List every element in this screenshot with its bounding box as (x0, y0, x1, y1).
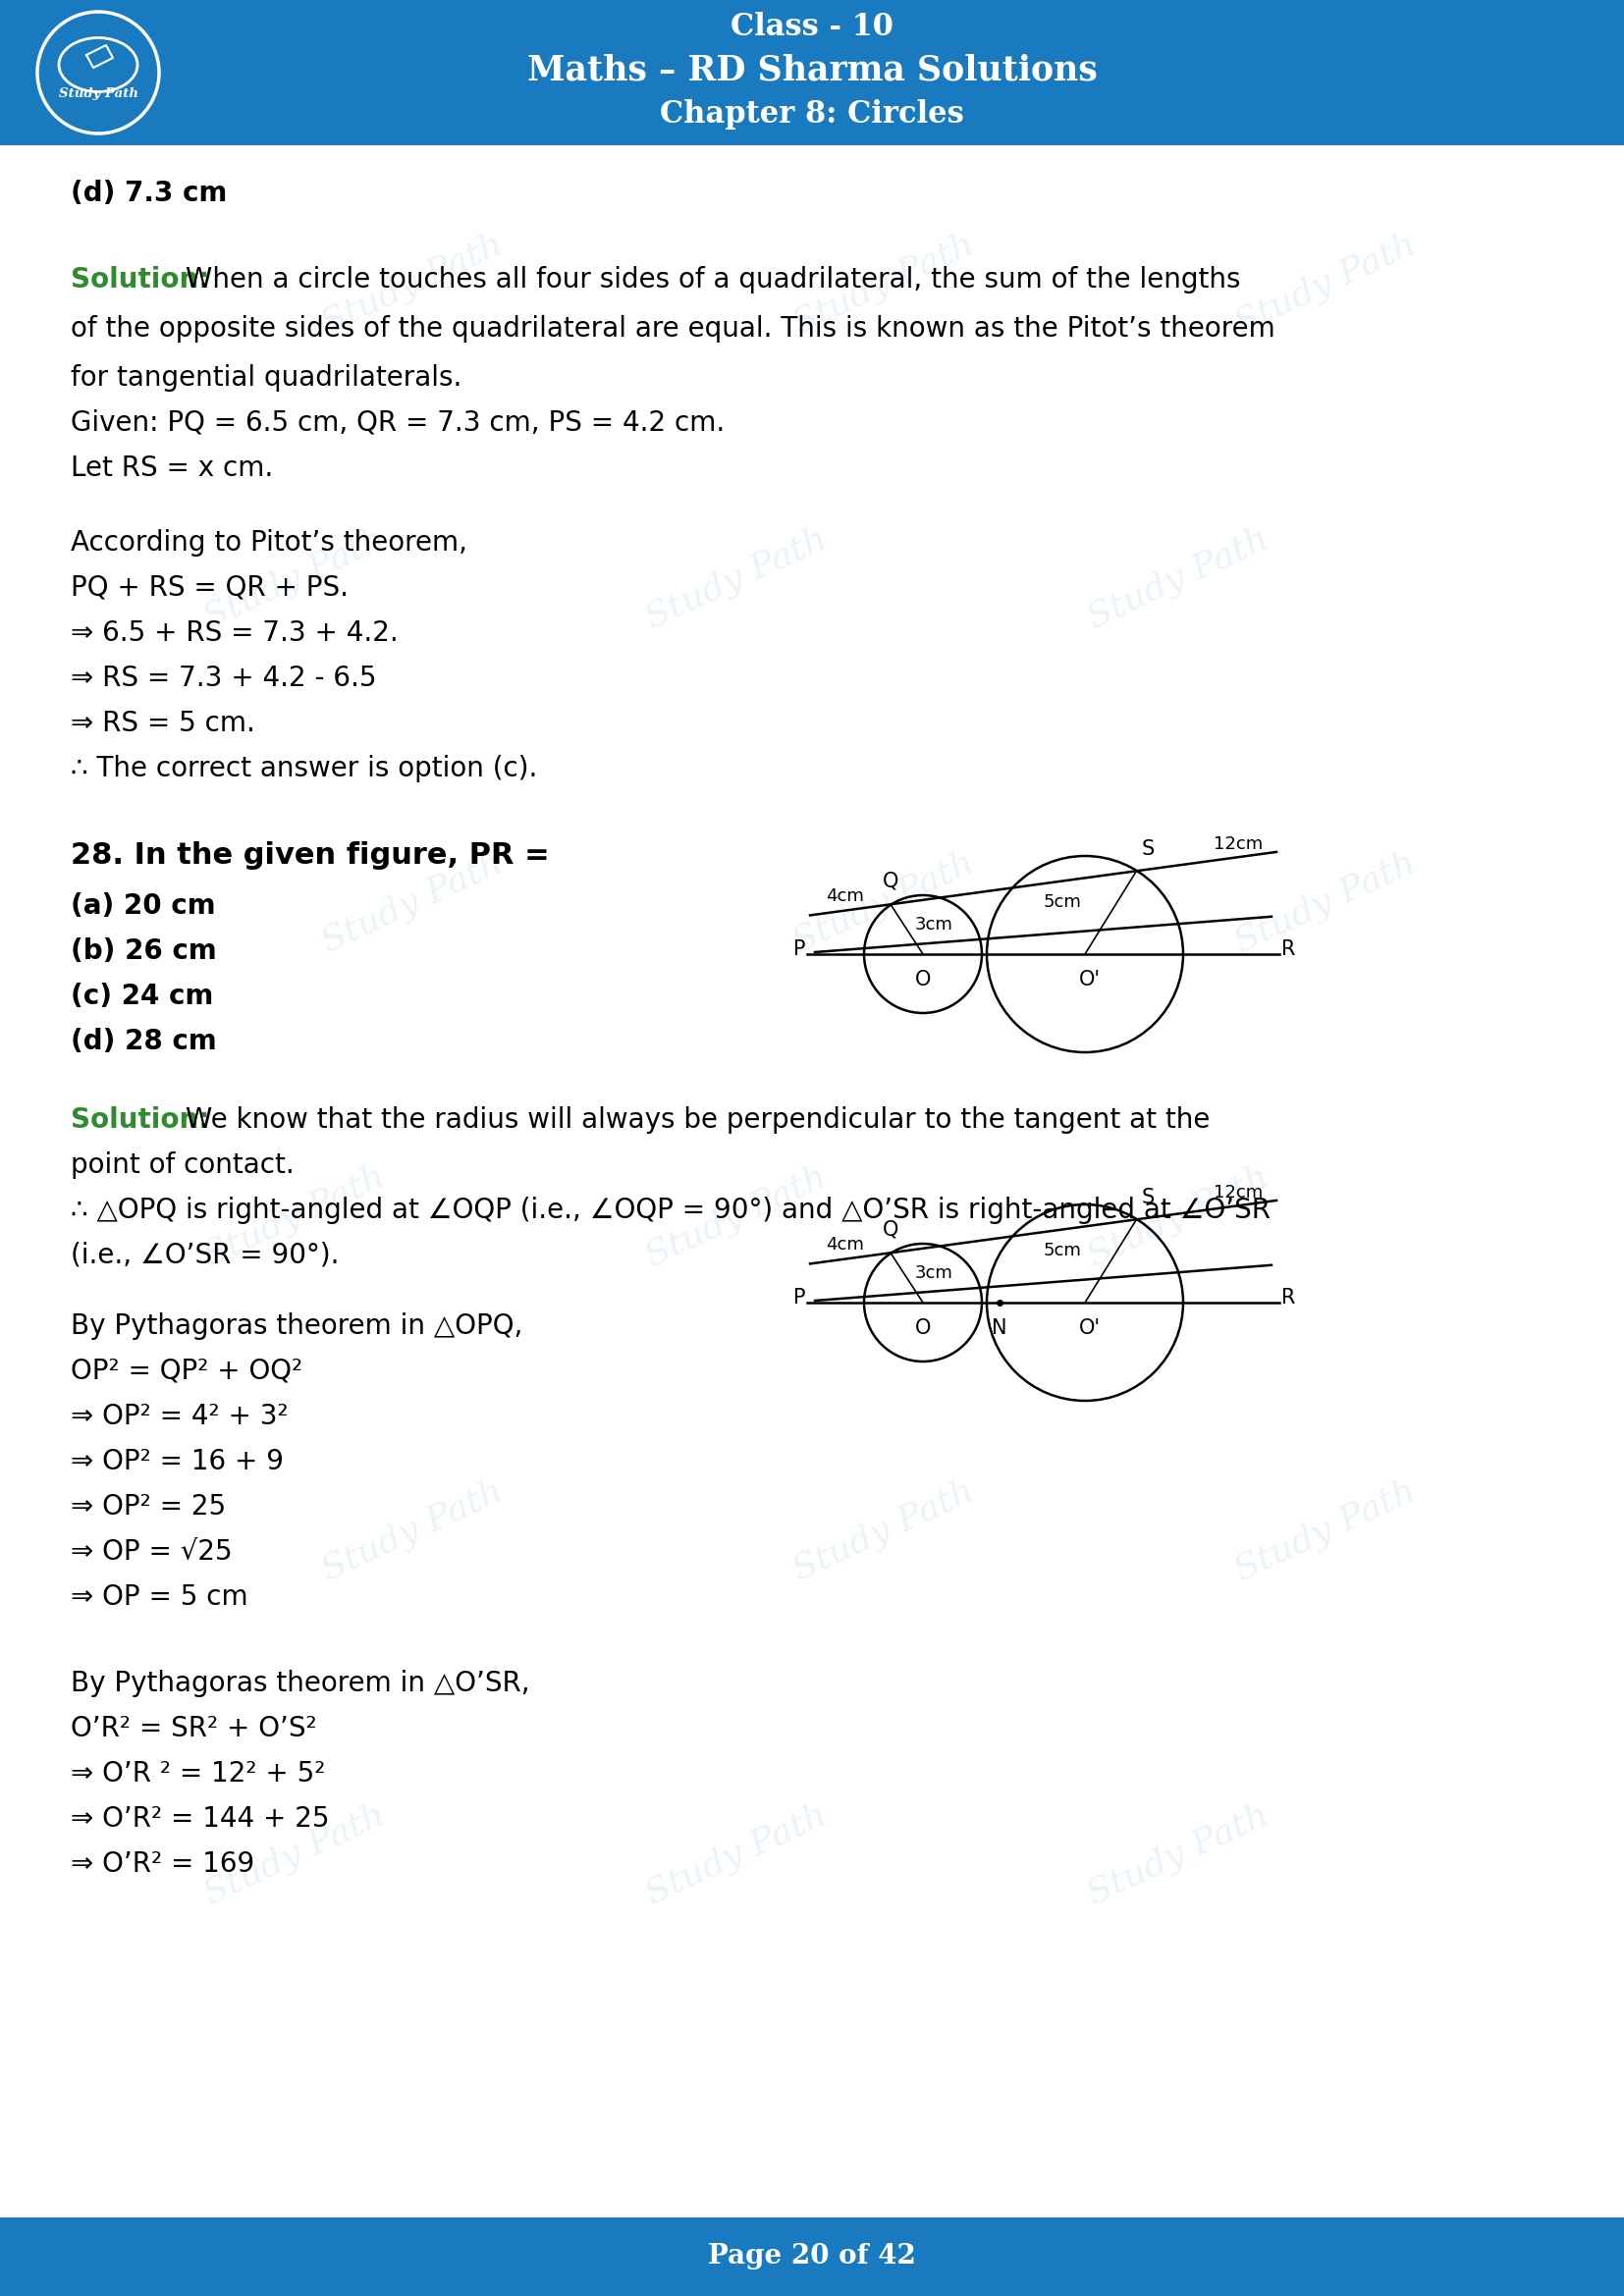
Text: 5cm: 5cm (1043, 893, 1082, 912)
Text: Q: Q (883, 872, 898, 891)
Text: When a circle touches all four sides of a quadrilateral, the sum of the lengths: When a circle touches all four sides of … (177, 266, 1241, 294)
Text: ⇒ O’R² = 144 + 25: ⇒ O’R² = 144 + 25 (71, 1805, 330, 1832)
Text: Study Path: Study Path (640, 1159, 831, 1272)
Text: Maths – RD Sharma Solutions: Maths – RD Sharma Solutions (526, 55, 1098, 87)
Text: Chapter 8: Circles: Chapter 8: Circles (659, 99, 965, 129)
Text: Page 20 of 42: Page 20 of 42 (708, 2243, 916, 2271)
Text: Study Path: Study Path (1229, 1474, 1421, 1587)
Text: Study Path: Study Path (1229, 227, 1421, 340)
Text: ⇒ OP² = 16 + 9: ⇒ OP² = 16 + 9 (71, 1449, 284, 1476)
Text: PQ + RS = QR + PS.: PQ + RS = QR + PS. (71, 574, 349, 602)
Text: Study Path: Study Path (198, 1159, 390, 1272)
Text: (i.e., ∠O’SR = 90°).: (i.e., ∠O’SR = 90°). (71, 1242, 339, 1270)
Text: ∴ △OPQ is right-angled at ∠OQP (i.e., ∠OQP = 90°) and △O’SR is right-angled at ∠: ∴ △OPQ is right-angled at ∠OQP (i.e., ∠O… (71, 1196, 1270, 1224)
Text: 12cm: 12cm (1213, 1185, 1263, 1201)
Text: O': O' (1078, 1318, 1101, 1339)
Text: for tangential quadrilaterals.: for tangential quadrilaterals. (71, 365, 461, 393)
Text: Solution:: Solution: (71, 266, 209, 294)
Text: (d) 28 cm: (d) 28 cm (71, 1029, 216, 1056)
Text: Study Path: Study Path (788, 845, 979, 960)
Text: of the opposite sides of the quadrilateral are equal. This is known as the Pitot: of the opposite sides of the quadrilater… (71, 315, 1275, 342)
Text: N: N (991, 1318, 1007, 1339)
Text: We know that the radius will always be perpendicular to the tangent at the: We know that the radius will always be p… (177, 1107, 1210, 1134)
Text: point of contact.: point of contact. (71, 1150, 294, 1178)
Text: ⇒ O’R² = 169: ⇒ O’R² = 169 (71, 1851, 255, 1878)
Text: (a) 20 cm: (a) 20 cm (71, 893, 216, 921)
Text: ⇒ O’R ² = 12² + 5²: ⇒ O’R ² = 12² + 5² (71, 1761, 325, 1789)
Text: ⇒ RS = 5 cm.: ⇒ RS = 5 cm. (71, 709, 255, 737)
Text: Study Path: Study Path (640, 521, 831, 636)
Text: Study Path: Study Path (198, 1798, 390, 1910)
Text: ⇒ 6.5 + RS = 7.3 + 4.2.: ⇒ 6.5 + RS = 7.3 + 4.2. (71, 620, 398, 647)
Text: ⇒ OP = √25: ⇒ OP = √25 (71, 1538, 232, 1566)
Text: ⇒ RS = 7.3 + 4.2 - 6.5: ⇒ RS = 7.3 + 4.2 - 6.5 (71, 664, 377, 691)
Bar (0, 2218, 1624, 2296)
Text: Study Path: Study Path (198, 521, 390, 636)
Text: Study Path: Study Path (1082, 1159, 1275, 1272)
Text: O: O (914, 1318, 931, 1339)
Text: According to Pitot’s theorem,: According to Pitot’s theorem, (71, 528, 468, 556)
Text: (b) 26 cm: (b) 26 cm (71, 937, 216, 964)
Text: Given: PQ = 6.5 cm, QR = 7.3 cm, PS = 4.2 cm.: Given: PQ = 6.5 cm, QR = 7.3 cm, PS = 4.… (71, 409, 724, 436)
Text: (c) 24 cm: (c) 24 cm (71, 983, 213, 1010)
Text: O’R² = SR² + O’S²: O’R² = SR² + O’S² (71, 1715, 317, 1743)
Text: O: O (914, 969, 931, 990)
Text: R: R (1281, 1288, 1296, 1306)
Text: R: R (1281, 939, 1296, 960)
Text: O': O' (1078, 969, 1101, 990)
Text: 3cm: 3cm (914, 1265, 953, 1281)
Text: P: P (793, 1288, 806, 1306)
Text: S: S (1142, 1187, 1155, 1208)
Text: By Pythagoras theorem in △OPQ,: By Pythagoras theorem in △OPQ, (71, 1313, 523, 1341)
Text: 28. In the given figure, PR =: 28. In the given figure, PR = (71, 840, 549, 870)
Text: (d) 7.3 cm: (d) 7.3 cm (71, 179, 227, 207)
Text: S: S (1142, 840, 1155, 859)
Text: Study Path: Study Path (1229, 845, 1421, 960)
Text: 5cm: 5cm (1043, 1242, 1082, 1261)
Text: 4cm: 4cm (825, 889, 864, 905)
Text: 12cm: 12cm (1213, 836, 1263, 854)
Text: P: P (793, 939, 806, 960)
Text: Let RS = x cm.: Let RS = x cm. (71, 455, 273, 482)
Text: Study Path: Study Path (317, 227, 508, 340)
Text: By Pythagoras theorem in △O’SR,: By Pythagoras theorem in △O’SR, (71, 1669, 529, 1697)
Text: Study Path: Study Path (58, 87, 138, 101)
Text: 3cm: 3cm (914, 916, 953, 934)
Text: Study Path: Study Path (1082, 521, 1275, 636)
Text: Class - 10: Class - 10 (731, 11, 893, 44)
Text: Solution:: Solution: (71, 1107, 209, 1134)
Text: Study Path: Study Path (788, 1474, 979, 1587)
Text: 4cm: 4cm (825, 1235, 864, 1254)
Text: Study Path: Study Path (317, 1474, 508, 1587)
Text: Study Path: Study Path (640, 1798, 831, 1910)
Text: ⇒ OP² = 25: ⇒ OP² = 25 (71, 1492, 226, 1520)
Text: Study Path: Study Path (317, 845, 508, 960)
Bar (0, 0, 1624, 145)
Text: ⇒ OP = 5 cm: ⇒ OP = 5 cm (71, 1584, 248, 1612)
Text: ⇒ OP² = 4² + 3²: ⇒ OP² = 4² + 3² (71, 1403, 289, 1430)
Text: OP² = QP² + OQ²: OP² = QP² + OQ² (71, 1357, 302, 1384)
Text: Q: Q (883, 1219, 898, 1240)
Text: Study Path: Study Path (1082, 1798, 1275, 1910)
Text: Study Path: Study Path (788, 227, 979, 340)
Text: ∴ The correct answer is option (c).: ∴ The correct answer is option (c). (71, 755, 538, 783)
